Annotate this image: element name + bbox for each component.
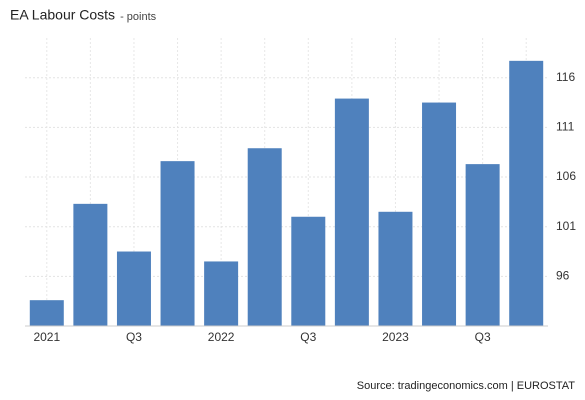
bar	[116, 251, 151, 326]
bar	[465, 164, 500, 326]
bar	[73, 203, 108, 326]
chart-title: EA Labour Costs	[10, 7, 115, 23]
bar	[160, 161, 195, 326]
x-tick-label: 2022	[208, 330, 235, 344]
bar	[204, 261, 239, 326]
bar	[334, 98, 369, 326]
bar	[291, 216, 326, 326]
bar	[509, 60, 544, 327]
bar	[29, 300, 64, 326]
y-tick-label: 101	[556, 219, 576, 233]
chart-subtitle: - points	[120, 11, 157, 23]
x-tick-label: Q3	[300, 330, 316, 344]
bar	[422, 102, 457, 326]
y-tick-label: 116	[556, 70, 575, 84]
y-tick-label: 96	[556, 269, 570, 283]
x-tick-label: Q3	[126, 330, 142, 344]
source-note: Source: tradingeconomics.com | EUROSTAT	[357, 380, 576, 392]
x-tick-label: Q3	[475, 330, 491, 344]
y-tick-label: 111	[556, 120, 575, 134]
x-tick-label: 2023	[382, 330, 409, 344]
y-tick-label: 106	[556, 169, 576, 183]
x-tick-label: 2021	[33, 330, 60, 344]
bar	[378, 211, 413, 326]
bar	[247, 148, 282, 326]
